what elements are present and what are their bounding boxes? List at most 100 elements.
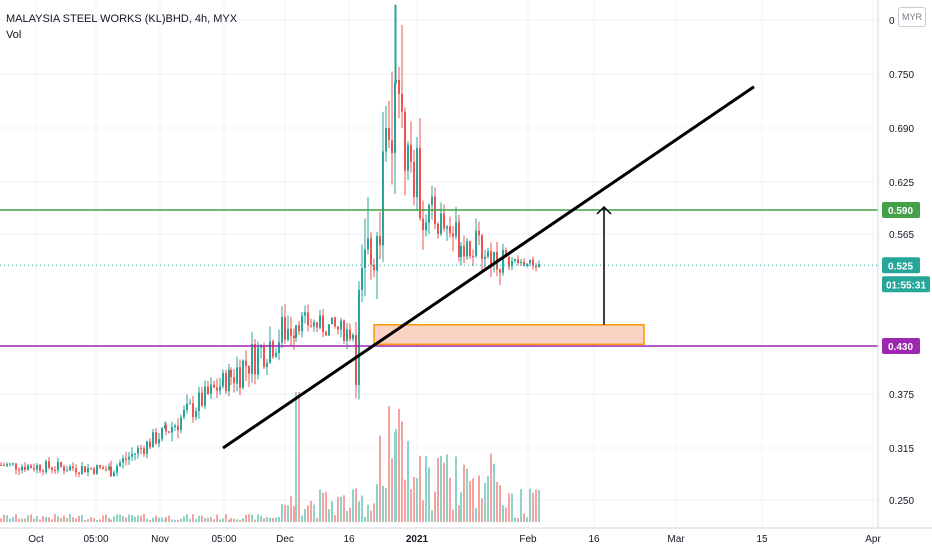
volume-bar bbox=[137, 515, 139, 522]
target-arrow[interactable] bbox=[596, 205, 612, 325]
candle bbox=[257, 341, 259, 380]
candle bbox=[431, 185, 433, 220]
candle bbox=[45, 459, 47, 475]
time-tick-label: 05:00 bbox=[83, 534, 108, 545]
chart-legend: MALAYSIA STEEL WORKS (KL)BHD, 4h, MYX Vo… bbox=[6, 11, 237, 43]
volume-bar bbox=[316, 517, 318, 522]
candle bbox=[404, 107, 406, 196]
candle bbox=[149, 437, 151, 450]
volume-bar bbox=[310, 500, 312, 522]
time-tick-label: 15 bbox=[756, 534, 768, 545]
volume-bar bbox=[466, 468, 468, 522]
candle bbox=[364, 218, 366, 297]
candle bbox=[210, 377, 212, 400]
candle bbox=[373, 258, 375, 278]
volume-bar bbox=[180, 518, 182, 522]
volume-bar bbox=[358, 501, 360, 522]
volume-bar bbox=[140, 515, 142, 522]
time-axis[interactable]: Oct 05:00 Nov 05:00 Dec 16 2021 Feb 16 Mar 15 Apr bbox=[28, 534, 881, 545]
volume-bar bbox=[416, 478, 418, 522]
volume-indicator-label[interactable]: Vol bbox=[6, 29, 22, 41]
candle bbox=[278, 329, 280, 361]
volume-bar bbox=[225, 514, 227, 522]
candle bbox=[116, 463, 118, 477]
candle bbox=[407, 141, 409, 181]
volume-bar bbox=[222, 518, 224, 522]
volume-bar bbox=[12, 517, 14, 522]
volume-bar bbox=[242, 518, 244, 522]
candle bbox=[343, 319, 345, 344]
candle bbox=[385, 105, 387, 162]
candle bbox=[520, 258, 522, 266]
volume-bar bbox=[233, 518, 235, 522]
candle bbox=[69, 464, 71, 471]
volume-bar bbox=[463, 464, 465, 522]
candle bbox=[304, 305, 306, 324]
candle bbox=[391, 71, 393, 185]
candle bbox=[337, 326, 339, 335]
volume-bar bbox=[81, 515, 83, 522]
candle bbox=[213, 381, 215, 389]
volume-bar bbox=[195, 519, 197, 522]
candle bbox=[233, 368, 235, 393]
support-price-tag: 0.430 bbox=[882, 338, 920, 354]
candle bbox=[440, 202, 442, 237]
volume-bar bbox=[228, 519, 230, 522]
candle bbox=[186, 394, 188, 414]
candle bbox=[72, 462, 74, 472]
volume-bar bbox=[161, 517, 163, 522]
volume-bar bbox=[523, 513, 525, 522]
volume-bar bbox=[340, 496, 342, 522]
volume-bar bbox=[391, 458, 393, 522]
candle bbox=[225, 369, 227, 395]
candle bbox=[108, 463, 110, 471]
volume-bar bbox=[346, 511, 348, 522]
volume-bar bbox=[110, 519, 112, 522]
candle bbox=[481, 233, 483, 271]
volume-bar bbox=[407, 441, 409, 522]
currency-button[interactable]: MYR bbox=[898, 7, 926, 27]
candle bbox=[401, 24, 403, 129]
volume-bar bbox=[307, 505, 309, 522]
volume-bar bbox=[54, 514, 56, 522]
volume-bar bbox=[204, 517, 206, 522]
volume-bar bbox=[295, 392, 297, 522]
volume-bar bbox=[514, 517, 516, 522]
candle bbox=[319, 310, 321, 330]
volume-bar bbox=[260, 515, 262, 522]
volume-bar bbox=[385, 488, 387, 522]
candle bbox=[195, 407, 197, 421]
candle bbox=[346, 322, 348, 350]
candle bbox=[119, 459, 121, 467]
candle bbox=[0, 462, 2, 466]
volume-bar bbox=[57, 516, 59, 522]
volume-bar bbox=[198, 515, 200, 522]
candle bbox=[134, 453, 136, 461]
trendline[interactable] bbox=[222, 85, 755, 450]
volume-bar bbox=[177, 519, 179, 522]
candle bbox=[99, 464, 101, 470]
candle bbox=[24, 461, 26, 473]
volume-bar bbox=[484, 482, 486, 522]
volume-bar bbox=[248, 514, 250, 522]
volume-bar bbox=[437, 457, 439, 522]
volume-bar bbox=[102, 515, 104, 522]
candle bbox=[84, 465, 86, 473]
volume-bar bbox=[263, 518, 265, 522]
volume-bar bbox=[119, 514, 121, 522]
volume-bar bbox=[36, 516, 38, 522]
volume-bar bbox=[9, 518, 11, 522]
demand-zone-rectangle[interactable] bbox=[373, 324, 645, 346]
volume-bar bbox=[183, 516, 185, 522]
volume-bar bbox=[502, 505, 504, 522]
candle bbox=[140, 444, 142, 455]
candle bbox=[475, 218, 477, 258]
volume-bar bbox=[219, 519, 221, 522]
volume-bar bbox=[382, 485, 384, 522]
candle bbox=[171, 421, 173, 442]
volume-bar bbox=[452, 509, 454, 522]
candle bbox=[449, 216, 451, 238]
candle bbox=[529, 259, 531, 267]
symbol-title[interactable]: MALAYSIA STEEL WORKS (KL)BHD, 4h, MYX bbox=[6, 13, 238, 25]
